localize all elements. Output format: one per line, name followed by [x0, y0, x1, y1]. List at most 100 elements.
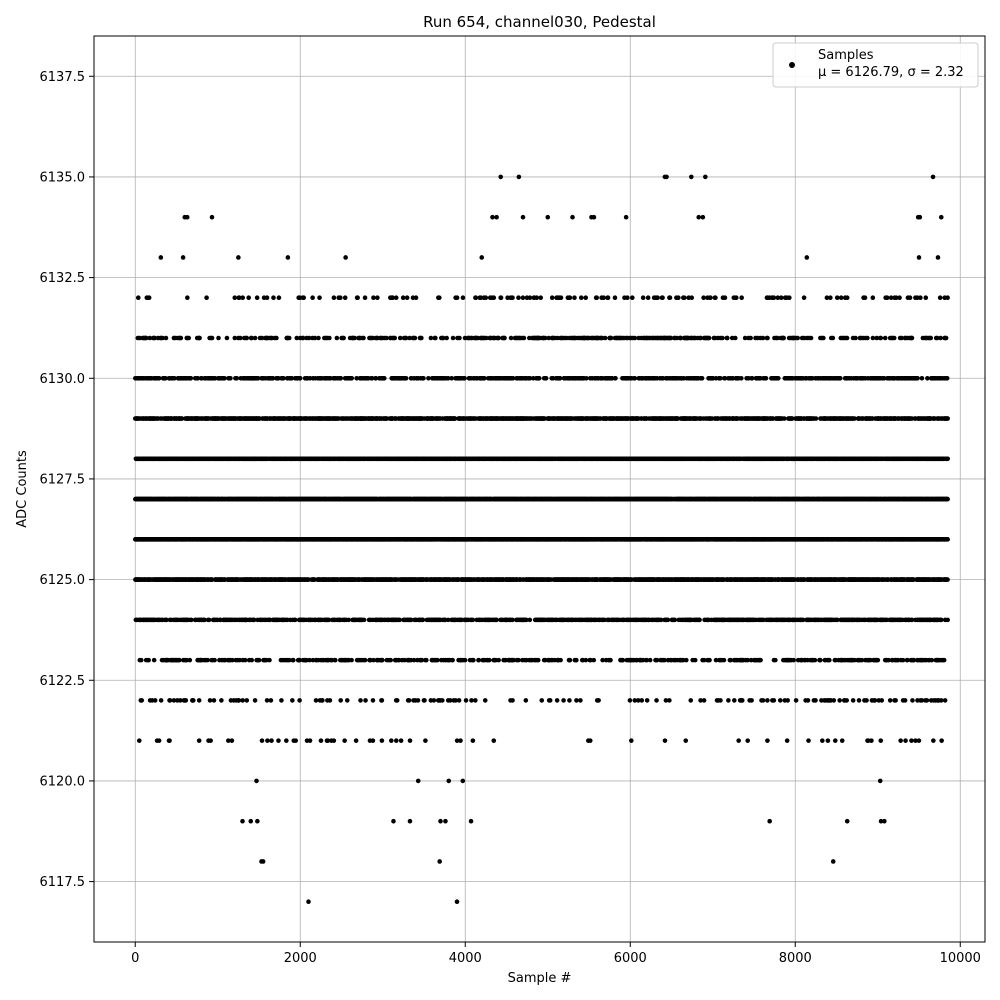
scatter-point	[136, 738, 142, 743]
scatter-point	[226, 738, 231, 743]
scatter-point	[147, 335, 153, 341]
scatter-point	[421, 375, 426, 381]
scatter-point	[246, 295, 251, 301]
scatter-point	[456, 698, 462, 703]
scatter-point	[344, 698, 350, 703]
scatter-point	[209, 335, 215, 341]
scatter-point	[274, 335, 279, 341]
scatter-point	[254, 295, 260, 301]
scatter-point	[178, 698, 183, 703]
scatter-point	[234, 375, 240, 381]
scatter-point	[164, 617, 169, 623]
scatter-point	[457, 335, 462, 341]
scatter-point	[388, 657, 393, 663]
scatter-point	[219, 698, 224, 703]
scatter-point	[207, 698, 213, 703]
scatter-point	[196, 698, 202, 703]
scatter-point	[349, 375, 355, 381]
scatter-point	[574, 657, 579, 663]
scatter-point	[183, 698, 189, 703]
scatter-point	[196, 738, 202, 743]
scatter-point	[191, 698, 196, 703]
scatter-point	[400, 295, 406, 301]
scatter-point	[406, 698, 412, 703]
scatter-point	[510, 698, 515, 703]
scatter-point	[244, 335, 250, 341]
scatter-point	[293, 738, 299, 743]
scatter-point	[228, 375, 233, 381]
scatter-point	[375, 295, 380, 301]
scatter-point	[362, 657, 368, 663]
scatter-point	[578, 698, 583, 703]
scatter-point	[491, 295, 497, 301]
scatter-point	[454, 295, 460, 301]
scatter-point	[539, 698, 545, 703]
scatter-point	[156, 738, 162, 743]
scatter-point	[572, 295, 577, 301]
scatter-point	[318, 738, 324, 743]
scatter-point	[281, 375, 286, 381]
scatter-point	[458, 738, 463, 743]
scatter-point	[270, 375, 276, 381]
scatter-point	[236, 698, 242, 703]
scatter-point	[187, 657, 193, 663]
scatter-point	[301, 295, 307, 301]
scatter-point	[508, 335, 514, 341]
scatter-point	[205, 657, 210, 663]
scatter-point	[307, 738, 313, 743]
scatter-point	[476, 657, 482, 663]
scatter-point	[334, 335, 340, 341]
scatter-point	[151, 657, 157, 663]
scatter-point	[361, 617, 367, 623]
scatter-point	[358, 698, 363, 703]
scatter-point	[561, 698, 566, 703]
scatter-point	[420, 617, 426, 623]
scatter-point	[342, 295, 348, 301]
scatter-point	[349, 657, 354, 663]
scatter-point	[160, 335, 165, 341]
scatter-point	[240, 295, 246, 301]
scatter-point	[338, 375, 344, 381]
scatter-point	[473, 698, 478, 703]
scatter-point	[268, 698, 274, 703]
scatter-point	[135, 295, 141, 301]
scatter-point	[252, 335, 258, 341]
scatter-point	[284, 738, 289, 743]
scatter-point	[353, 738, 359, 743]
scatter-point	[264, 698, 270, 703]
scatter-point	[331, 295, 337, 301]
scatter-point	[264, 295, 270, 301]
scatter-point	[460, 295, 466, 301]
scatter-point	[158, 698, 164, 703]
scatter-point	[379, 698, 385, 703]
scatter-point	[567, 657, 573, 663]
scatter-point	[412, 335, 418, 341]
scatter-point	[341, 335, 346, 341]
scatter-point	[178, 335, 184, 341]
scatter-point	[363, 698, 368, 703]
scatter-point	[502, 335, 507, 341]
scatter-point	[338, 698, 344, 703]
scatter-point	[244, 698, 250, 703]
scatter-point	[327, 335, 332, 341]
scatter-point	[393, 738, 399, 743]
scatter-point	[355, 295, 360, 301]
scatter-point	[534, 295, 540, 301]
scatter-point	[394, 698, 400, 703]
scatter-point	[265, 738, 270, 743]
scatter-point	[300, 335, 306, 341]
scatter-point	[249, 335, 254, 341]
scatter-point	[440, 698, 445, 703]
scatter-point	[450, 657, 455, 663]
scatter-point	[171, 698, 177, 703]
scatter-point	[463, 698, 469, 703]
scatter-point	[146, 657, 151, 663]
scatter-point	[371, 295, 376, 301]
scatter-point	[146, 295, 152, 301]
scatter-point	[494, 617, 499, 623]
scatter-point	[483, 295, 489, 301]
scatter-point	[536, 375, 542, 381]
scatter-point	[470, 617, 476, 623]
scatter-point	[431, 698, 437, 703]
scatter-point	[567, 698, 572, 703]
